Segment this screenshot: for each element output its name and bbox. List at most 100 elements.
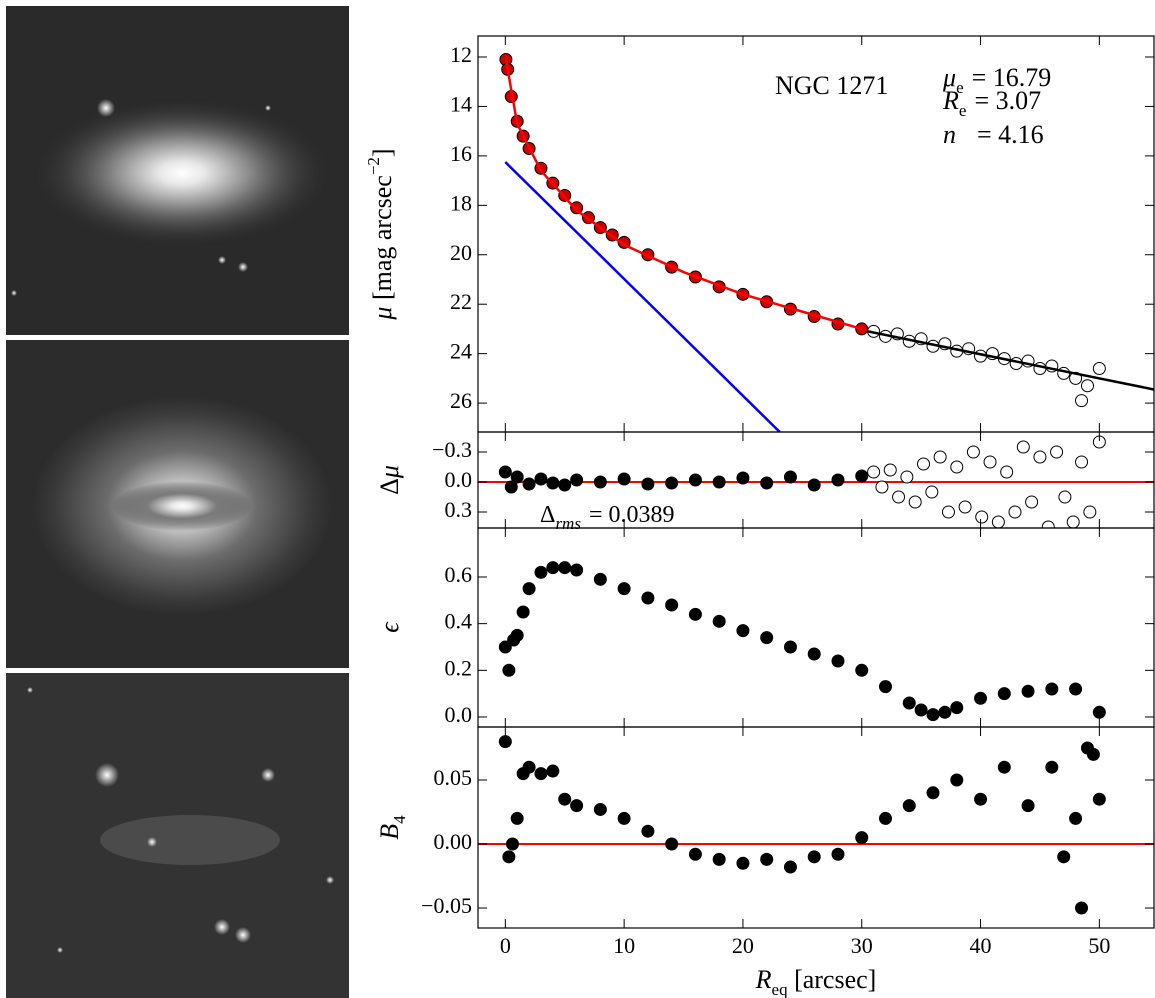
- galaxy-image: [6, 6, 349, 335]
- data-point: [1025, 495, 1039, 509]
- data-point: [558, 792, 572, 806]
- data-point: [831, 654, 845, 668]
- x-tick-label: 50: [1088, 933, 1110, 958]
- model-line: [504, 59, 863, 331]
- data-point: [902, 799, 916, 813]
- data-point: [641, 477, 655, 491]
- data-point: [997, 760, 1011, 774]
- data-point: [1058, 490, 1072, 504]
- data-point: [783, 640, 797, 654]
- data-point: [902, 696, 916, 710]
- label-part: μ: [375, 465, 404, 479]
- data-point: [498, 465, 512, 479]
- data-point: [522, 582, 536, 596]
- data-point: [1069, 811, 1083, 825]
- data-point: [688, 607, 702, 621]
- data-point: [1021, 684, 1035, 698]
- data-point: [983, 455, 997, 469]
- y-tick-label: 0.00: [434, 829, 473, 854]
- y-tick-label: 20: [450, 240, 472, 265]
- data-point: [665, 476, 679, 490]
- data-point: [883, 463, 897, 477]
- data-point: [1000, 465, 1014, 479]
- data-point: [617, 811, 631, 825]
- data-point: [1008, 505, 1022, 519]
- subscript: e: [956, 78, 964, 97]
- data-point: [736, 471, 750, 485]
- data-point: [855, 831, 869, 845]
- data-point: [855, 469, 869, 483]
- data-point: [991, 515, 1005, 528]
- data-point: [522, 477, 536, 491]
- data-point: [1057, 850, 1071, 864]
- data-point: [1050, 445, 1064, 459]
- data-point: [510, 811, 524, 825]
- param-n: n = 4.16: [943, 120, 1044, 149]
- data-point: [558, 478, 572, 492]
- y-tick-label: 0.0: [445, 702, 473, 727]
- data-point: [546, 764, 560, 778]
- data-point: [807, 647, 821, 661]
- y-tick-label: 0.4: [445, 609, 473, 634]
- data-point: [926, 708, 940, 722]
- data-point: [831, 847, 845, 861]
- data-point: [593, 802, 607, 816]
- data-point: [855, 663, 869, 677]
- label-part: −2: [364, 157, 383, 175]
- data-point: [617, 472, 631, 486]
- data-point: [510, 628, 524, 642]
- subscript: e: [959, 101, 967, 120]
- y-tick-label: 12: [450, 42, 472, 67]
- data-point: [807, 850, 821, 864]
- plot-area: [478, 435, 1154, 528]
- model-image: [6, 340, 349, 668]
- data-point: [534, 565, 548, 579]
- y-tick-label: 22: [450, 289, 472, 314]
- data-point: [498, 735, 512, 749]
- y-axis-label: ϵ: [375, 621, 404, 633]
- data-point: [925, 485, 939, 499]
- data-point: [875, 480, 889, 494]
- data-point: [807, 478, 821, 492]
- symbol: μ: [942, 63, 956, 92]
- label-part: μ: [368, 307, 397, 321]
- data-point: [1075, 394, 1089, 408]
- label-part: B: [375, 824, 404, 840]
- rms-annotation: Δrms = 0.0389: [540, 502, 675, 534]
- data-point: [941, 505, 955, 519]
- y-tick-label: 0.2: [445, 655, 473, 680]
- data-point: [974, 792, 988, 806]
- y-tick-label: −0.3: [432, 437, 472, 462]
- y-tick-label: 0.0: [445, 467, 473, 492]
- y-tick-label: 24: [450, 339, 472, 364]
- value: = 16.79: [972, 63, 1052, 92]
- subscript: rms: [555, 514, 581, 533]
- data-point: [502, 663, 516, 677]
- data-point: [1075, 901, 1089, 915]
- data-point: [1092, 361, 1106, 375]
- data-point: [546, 476, 560, 490]
- y-tick-label: 18: [450, 190, 472, 215]
- data-point: [1092, 705, 1106, 719]
- data-point: [933, 450, 947, 464]
- data-point: [665, 598, 679, 612]
- data-point: [1069, 682, 1083, 696]
- x-tick-label: 20: [732, 933, 754, 958]
- data-point: [641, 591, 655, 605]
- data-point: [1045, 760, 1059, 774]
- label-part: ]: [368, 148, 397, 157]
- y-tick-label: 26: [450, 388, 472, 413]
- data-point: [665, 837, 679, 851]
- x-tick-label: 0: [500, 933, 511, 958]
- label-part: [mag arcsec: [368, 175, 397, 306]
- data-point: [504, 480, 518, 494]
- data-point: [502, 850, 516, 864]
- data-point: [760, 631, 774, 645]
- label-part: [arcsec]: [788, 965, 877, 994]
- data-point: [570, 799, 584, 813]
- y-axis-label: Δμ: [375, 465, 404, 495]
- data-point: [900, 470, 914, 484]
- x-tick-label: 30: [851, 933, 873, 958]
- data-point: [1083, 505, 1097, 519]
- y-tick-label: 0.6: [445, 562, 473, 587]
